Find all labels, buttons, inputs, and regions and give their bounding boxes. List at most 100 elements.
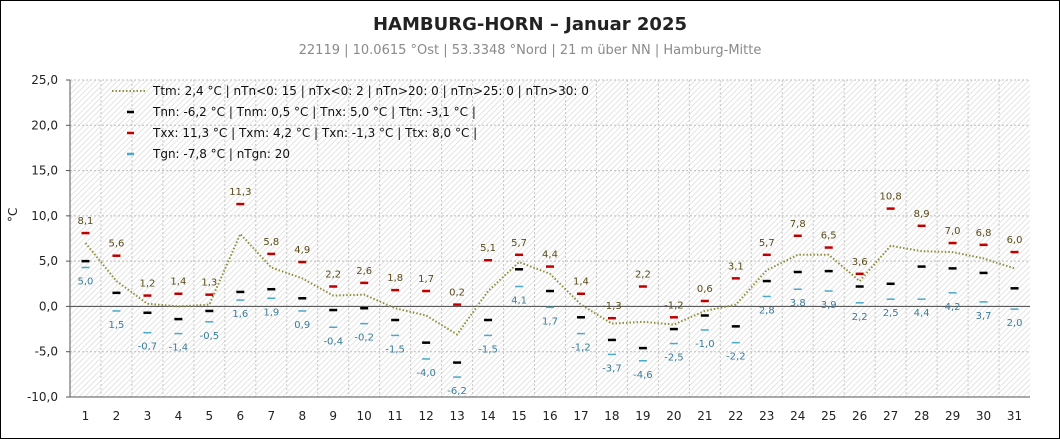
x-tick-label: 10	[357, 409, 372, 423]
max-temperature-label: 2,2	[635, 270, 651, 281]
x-tick-label: 15	[511, 409, 526, 423]
max-temperature-label: 3,1	[728, 261, 744, 272]
min-temperature-label: 4,4	[914, 308, 930, 319]
y-tick-label: 15,0	[31, 164, 58, 178]
max-temperature-label: 1,8	[387, 273, 403, 284]
x-tick-label: 31	[1007, 409, 1022, 423]
y-tick-label: -5,0	[35, 345, 58, 359]
min-temperature-label: -1,5	[478, 344, 498, 355]
min-temperature-label: 4,2	[945, 302, 961, 313]
min-temperature-label: 3,9	[821, 300, 837, 311]
min-temperature-label: 0,9	[294, 320, 310, 331]
max-temperature-label: 8,1	[78, 216, 94, 227]
x-tick-label: 2	[113, 409, 121, 423]
min-temperature-label: -2,5	[664, 353, 684, 364]
min-temperature-label: 1,9	[263, 307, 279, 318]
y-tick-label: 25,0	[31, 73, 58, 87]
y-tick-label: 0,0	[39, 299, 58, 313]
min-temperature-label: -0,5	[200, 331, 220, 342]
x-tick-label: 27	[883, 409, 898, 423]
min-temperature-label: -6,2	[447, 386, 467, 397]
y-tick-label: 5,0	[39, 254, 58, 268]
max-temperature-label: 1,4	[573, 277, 589, 288]
min-temperature-label: 2,0	[1007, 318, 1023, 329]
min-temperature-label: 1,6	[232, 309, 248, 320]
min-temperature-label: 3,7	[976, 311, 992, 322]
x-tick-label: 26	[852, 409, 867, 423]
y-tick-label: -10,0	[27, 390, 58, 404]
max-temperature-label: -1,2	[664, 300, 684, 311]
x-tick-label: 14	[480, 409, 495, 423]
max-temperature-label: 7,0	[945, 226, 961, 237]
legend-entry: Tgn: -7,8 °C | nTgn: 20	[152, 147, 290, 161]
min-temperature-label: -2,2	[726, 352, 746, 363]
min-temperature-label: -1,5	[385, 344, 405, 355]
x-tick-label: 25	[821, 409, 836, 423]
x-tick-label: 5	[206, 409, 214, 423]
x-tick-label: 11	[388, 409, 403, 423]
x-tick-label: 21	[697, 409, 712, 423]
min-temperature-label: 3,8	[790, 298, 806, 309]
x-tick-label: 12	[418, 409, 433, 423]
min-temperature-label: 2,5	[883, 308, 899, 319]
y-tick-label: 20,0	[31, 118, 58, 132]
max-temperature-label: 5,7	[759, 238, 775, 249]
x-tick-label: 28	[914, 409, 929, 423]
x-tick-label: 16	[542, 409, 557, 423]
min-temperature-label: -3,7	[602, 363, 622, 374]
max-temperature-label: 6,5	[821, 231, 837, 242]
min-temperature-label: -0,7	[138, 342, 158, 353]
min-temperature-label: 1,7	[542, 316, 558, 327]
x-tick-label: 20	[666, 409, 681, 423]
min-temperature-label: 2,2	[852, 312, 868, 323]
x-tick-label: 17	[573, 409, 588, 423]
max-temperature-label: 1,3	[201, 278, 217, 289]
x-tick-label: 13	[449, 409, 464, 423]
y-tick-label: 10,0	[31, 209, 58, 223]
max-temperature-label: -1,3	[602, 301, 622, 312]
max-temperature-label: 11,3	[229, 187, 251, 198]
legend-entry: Txx: 11,3 °C | Txm: 4,2 °C | Txn: -1,3 °…	[152, 126, 477, 140]
max-temperature-label: 0,2	[449, 288, 465, 299]
max-temperature-label: 3,6	[852, 257, 868, 268]
max-temperature-label: 5,7	[511, 238, 527, 249]
x-tick-label: 7	[267, 409, 275, 423]
x-tick-label: 23	[759, 409, 774, 423]
x-tick-label: 8	[298, 409, 306, 423]
min-temperature-label: -4,6	[633, 370, 653, 381]
x-tick-label: 24	[790, 409, 805, 423]
max-temperature-label: 6,0	[1007, 235, 1023, 246]
x-tick-label: 1	[82, 409, 90, 423]
min-temperature-label: -1,0	[695, 339, 715, 350]
max-temperature-label: 5,6	[108, 239, 124, 250]
max-temperature-label: 5,8	[263, 237, 279, 248]
max-temperature-label: 1,4	[170, 277, 186, 288]
max-temperature-label: 6,8	[976, 228, 992, 239]
chart-subtitle: 22119 | 10.0615 °Ost | 53.3348 °Nord | 2…	[298, 43, 762, 58]
x-tick-label: 29	[945, 409, 960, 423]
max-temperature-label: 4,4	[542, 250, 558, 261]
x-tick-label: 6	[237, 409, 245, 423]
plot-area	[70, 80, 1030, 397]
x-tick-label: 30	[976, 409, 991, 423]
min-temperature-label: 2,8	[759, 305, 775, 316]
legend-entry: Ttm: 2,4 °C | nTn<0: 15 | nTx<0: 2 | nTn…	[152, 84, 589, 98]
max-temperature-label: 7,8	[790, 219, 806, 230]
min-temperature-label: -1,4	[169, 343, 189, 354]
min-temperature-label: -0,2	[354, 333, 374, 344]
min-temperature-label: -0,4	[323, 336, 343, 347]
min-temperature-label: -4,0	[416, 368, 436, 379]
x-tick-label: 22	[728, 409, 743, 423]
max-temperature-label: 2,6	[356, 266, 372, 277]
max-temperature-label: 0,6	[697, 284, 713, 295]
max-temperature-label: 8,9	[914, 209, 930, 220]
max-temperature-label: 2,2	[325, 270, 341, 281]
chart-title: HAMBURG-HORN – Januar 2025	[372, 14, 688, 35]
max-temperature-label: 1,7	[418, 274, 434, 285]
x-tick-label: 19	[635, 409, 650, 423]
legend-entry: Tnn: -6,2 °C | Tnm: 0,5 °C | Tnx: 5,0 °C…	[152, 105, 476, 119]
max-temperature-label: 4,9	[294, 245, 310, 256]
max-temperature-label: 5,1	[480, 243, 496, 254]
x-tick-label: 18	[604, 409, 619, 423]
